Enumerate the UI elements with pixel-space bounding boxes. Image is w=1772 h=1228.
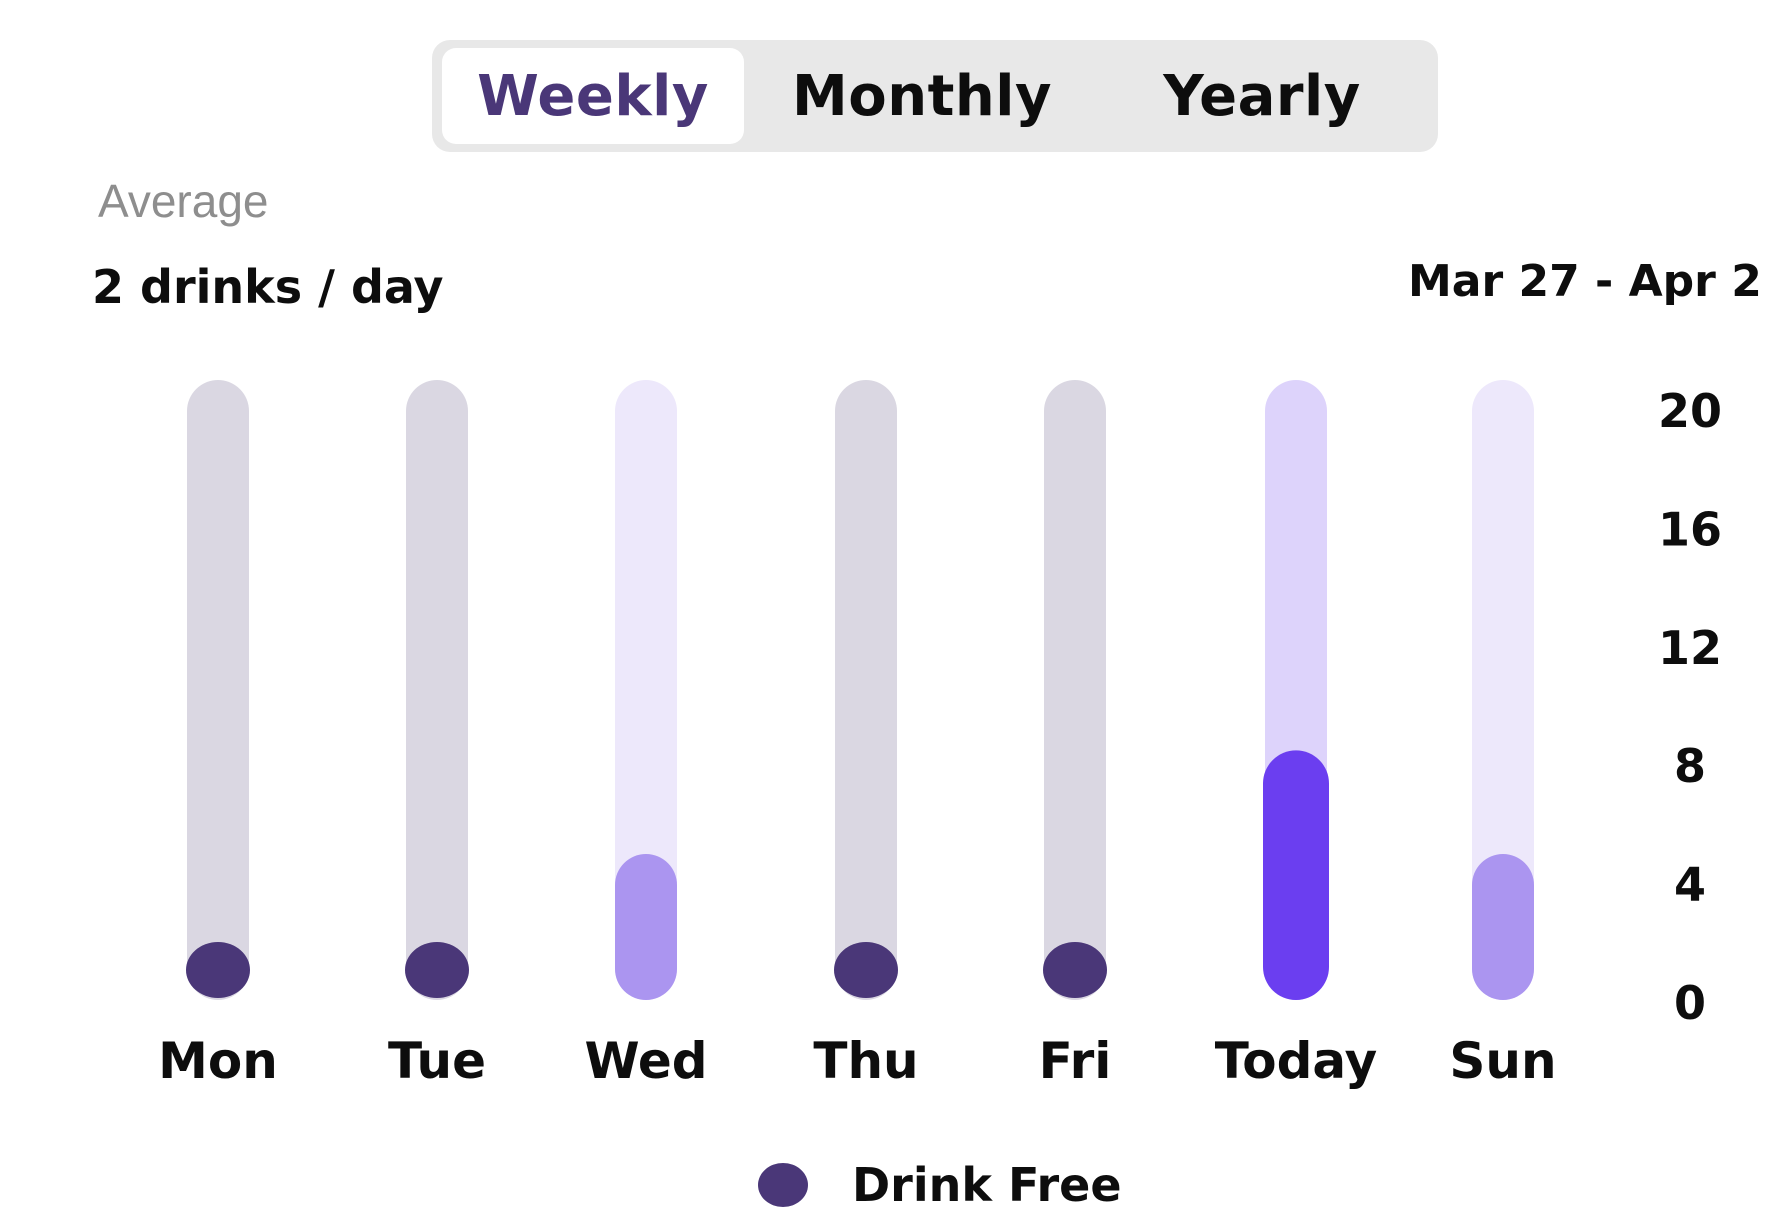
y-tick-label-12: 12 — [1658, 621, 1722, 675]
bar-track-mon — [187, 380, 249, 1000]
y-tick-label-16: 16 — [1658, 502, 1722, 556]
bar-track-tue — [406, 380, 468, 1000]
x-tick-label-mon: Mon — [158, 1032, 278, 1090]
y-tick-label-20: 20 — [1658, 384, 1722, 438]
tab-yearly[interactable]: Yearly — [1163, 63, 1361, 129]
x-tick-label-thu: Thu — [813, 1032, 918, 1090]
period-segmented-control: Weekly Monthly Yearly — [432, 40, 1438, 152]
drink-free-marker-tue — [405, 942, 469, 998]
legend: Drink Free — [758, 1150, 1122, 1220]
average-value: 2 drinks / day — [92, 260, 444, 314]
bar-track-sun — [1472, 380, 1534, 1000]
drink-free-legend-marker — [758, 1163, 808, 1207]
date-range: Mar 27 - Apr 2 — [1408, 256, 1762, 307]
drink-free-marker-thu — [834, 942, 898, 998]
tab-monthly[interactable]: Monthly — [792, 63, 1052, 129]
x-tick-label-wed: Wed — [584, 1032, 707, 1090]
drink-free-marker-mon — [186, 942, 250, 998]
bar-sun — [1472, 854, 1534, 1000]
x-tick-label-tue: Tue — [388, 1032, 486, 1090]
bar-track-wed — [615, 380, 677, 1000]
drink-free-legend-label: Drink Free — [852, 1158, 1122, 1212]
x-tick-label-today: Today — [1215, 1032, 1377, 1090]
x-tick-label-sun: Sun — [1449, 1032, 1556, 1090]
bar-track-fri — [1044, 380, 1106, 1000]
y-tick-label-4: 4 — [1674, 858, 1706, 912]
average-label: Average — [98, 175, 269, 227]
bar-track-thu — [835, 380, 897, 1000]
bar-wed — [615, 854, 677, 1000]
bar-today — [1263, 750, 1329, 1000]
drink-free-marker-fri — [1043, 942, 1107, 998]
tab-weekly[interactable]: Weekly — [442, 48, 744, 144]
x-tick-label-fri: Fri — [1039, 1032, 1112, 1090]
y-tick-label-0: 0 — [1674, 976, 1706, 1030]
y-tick-label-8: 8 — [1674, 739, 1706, 793]
